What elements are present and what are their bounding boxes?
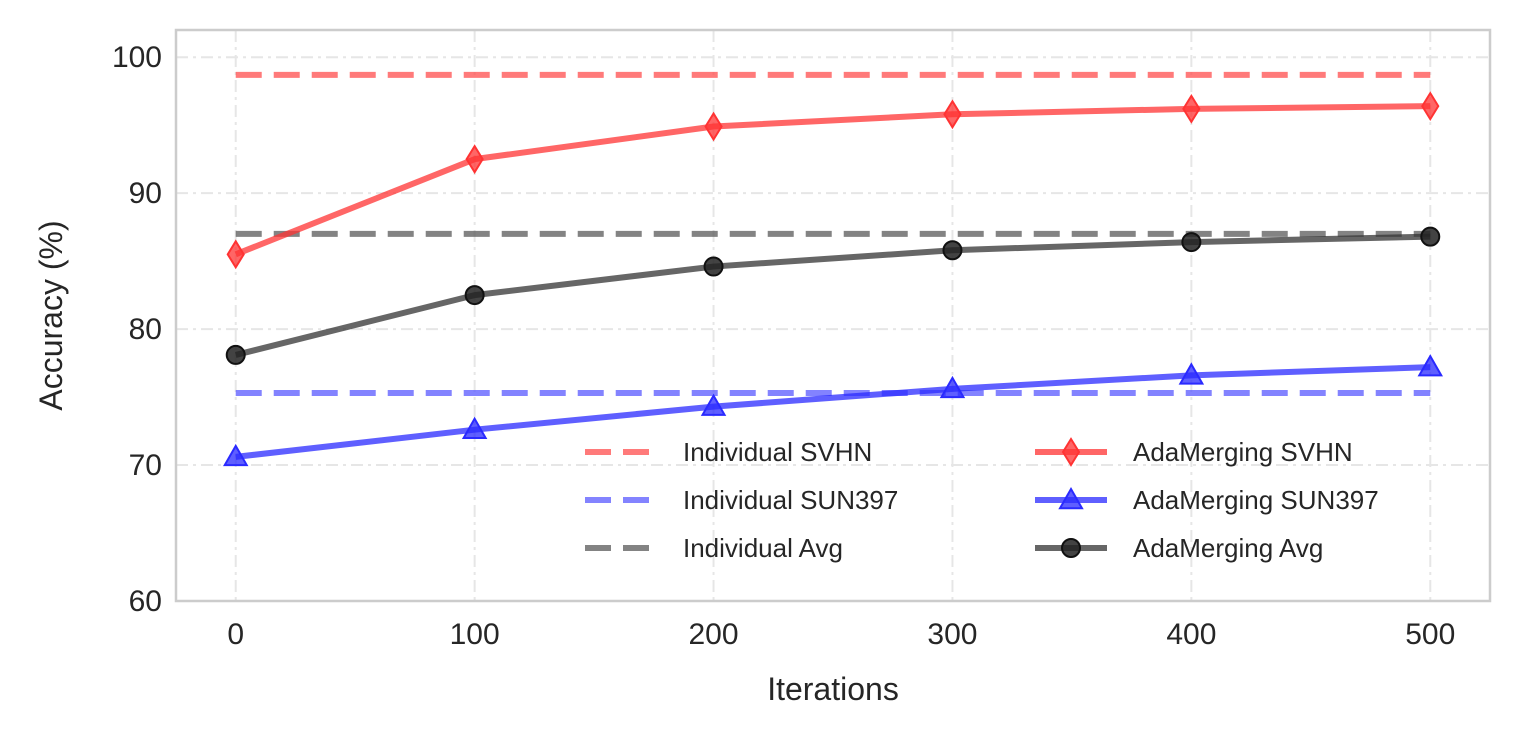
series-adamerging-avg (225, 226, 1441, 365)
adamerging-avg-point (464, 285, 485, 306)
adamerging-avg-point (1181, 232, 1202, 253)
legend-marker (1061, 538, 1081, 558)
adamerging-svhn-line (234, 103, 1431, 258)
series-adamerging-sun397 (223, 354, 1443, 467)
legend-entry-individual-sun397: Individual SUN397 (585, 485, 898, 515)
y-tick-label: 90 (129, 177, 162, 210)
y-tick-label: 80 (129, 313, 162, 346)
adamerging-sun397-point (700, 393, 727, 416)
y-axis-label: Accuracy (%) (33, 220, 69, 410)
plot-frame (174, 28, 1492, 603)
legend-label: Individual SUN397 (683, 485, 898, 515)
x-axis-ticks: 0 100 200 300 400 500 (227, 618, 1455, 651)
adamerging-svhn-point (465, 144, 484, 175)
x-tick-label: 300 (927, 618, 977, 651)
adamerging-svhn-point (943, 99, 962, 130)
adamerging-sun397-point (461, 416, 488, 439)
legend: Individual SVHN Individual SUN397 Individu… (585, 437, 1379, 563)
legend-marker (1058, 486, 1084, 510)
legend-entry-adamerging-avg: AdaMerging Avg (1035, 533, 1323, 563)
x-tick-label: 500 (1405, 618, 1455, 651)
adamerging-svhn-point (704, 111, 723, 142)
x-tick-label: 100 (450, 618, 500, 651)
series-adamerging-svhn (226, 91, 1440, 270)
adamerging-sun397-point (1417, 354, 1443, 377)
legend-label: AdaMerging SUN397 (1133, 485, 1379, 515)
adamerging-sun397-point (1178, 362, 1205, 385)
y-tick-label: 70 (129, 449, 162, 482)
adamerging-avg-point (225, 344, 246, 365)
x-tick-label: 0 (227, 618, 244, 651)
x-axis-label: Iterations (767, 671, 899, 707)
adamerging-sun397-point (223, 443, 249, 467)
legend-label: Individual SVHN (683, 437, 872, 467)
adamerging-svhn-point (1421, 91, 1440, 122)
adamerging-svhn-point (226, 239, 245, 270)
adamerging-avg-line (234, 233, 1431, 358)
legend-entry-adamerging-sun397: AdaMerging SUN397 (1035, 485, 1379, 515)
adamerging-avg-point (1420, 226, 1441, 247)
legend-entry-individual-avg: Individual Avg (585, 533, 843, 563)
adamerging-avg-point (703, 256, 724, 277)
y-tick-label: 100 (112, 41, 162, 74)
y-tick-label: 60 (129, 585, 162, 618)
adamerging-avg-point (942, 240, 963, 261)
legend-label: AdaMerging Avg (1133, 533, 1323, 563)
y-axis-ticks: 60 70 80 90 100 (112, 41, 162, 618)
adamerging-sun397-line (235, 364, 1431, 460)
x-tick-label: 200 (689, 618, 739, 651)
adamerging-svhn-point (1182, 93, 1201, 124)
legend-marker (1061, 437, 1081, 467)
legend-label: Individual Avg (683, 533, 843, 563)
adamerging-sun397-point (939, 375, 966, 399)
grid (176, 30, 1490, 601)
legend-entry-adamerging-svhn: AdaMerging SVHN (1035, 437, 1353, 467)
legend-entry-individual-svhn: Individual SVHN (585, 437, 872, 467)
legend-label: AdaMerging SVHN (1133, 437, 1353, 467)
x-tick-label: 400 (1166, 618, 1216, 651)
series-layer (223, 71, 1443, 467)
